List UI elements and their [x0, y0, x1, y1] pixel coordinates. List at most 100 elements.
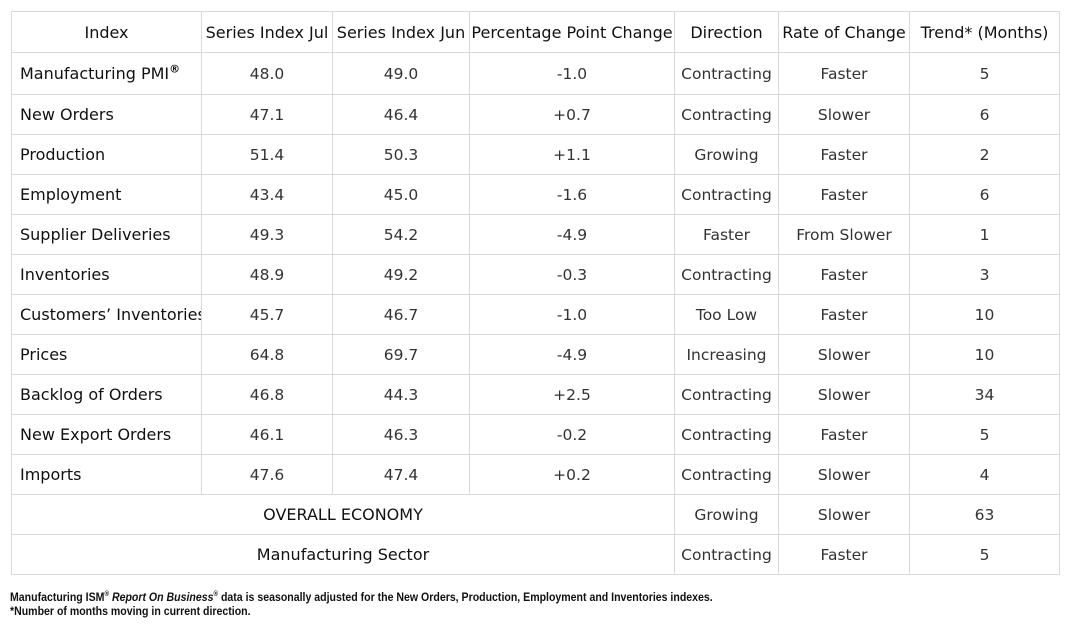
index-name: Supplier Deliveries — [20, 225, 171, 244]
direction-cell: Growing — [674, 134, 779, 175]
series-index-jul-cell: 47.1 — [201, 94, 333, 135]
index-name-cell: Inventories — [11, 254, 202, 295]
index-name: Manufacturing PMI — [20, 64, 170, 83]
trend-months-cell: 6 — [909, 94, 1060, 135]
table-row: Inventories 48.9 49.2 -0.3 Contracting Faster… — [11, 254, 1060, 295]
index-name-cell: New Export Orders — [11, 414, 202, 455]
table-row: Production 51.4 50.3 +1.1 Growing Faster 2 — [11, 134, 1060, 175]
series-index-jun-cell: 46.7 — [332, 294, 470, 335]
trend-months-cell: 34 — [909, 374, 1060, 415]
footnotes: Manufacturing ISM® Report On Business® d… — [10, 590, 713, 618]
table-row: Imports 47.6 47.4 +0.2 Contracting Slower 4 — [11, 454, 1060, 495]
series-index-jun-cell: 46.4 — [332, 94, 470, 135]
column-header: Direction — [674, 11, 779, 53]
direction-cell: Contracting — [674, 534, 779, 575]
index-name: New Export Orders — [20, 425, 172, 444]
footnote-seasonal-adjustment: Manufacturing ISM® Report On Business® d… — [10, 590, 713, 604]
table-body: Manufacturing PMI® 48.0 49.0 -1.0 Contractin… — [11, 52, 1060, 575]
trend-months-cell: 4 — [909, 454, 1060, 495]
series-index-jun-cell: 50.3 — [332, 134, 470, 175]
table-row: Customers’ Inventories 45.7 46.7 -1.0 Too Lo… — [11, 294, 1060, 335]
percentage-point-change-cell: -1.6 — [469, 174, 675, 215]
trend-months-cell: 10 — [909, 294, 1060, 335]
index-name: New Orders — [20, 105, 114, 124]
percentage-point-change-cell: +2.5 — [469, 374, 675, 415]
registered-mark: ® — [169, 62, 181, 76]
trend-months-cell: 10 — [909, 334, 1060, 375]
direction-cell: Contracting — [674, 414, 779, 455]
trend-months-cell: 5 — [909, 534, 1060, 575]
percentage-point-change-cell: +0.2 — [469, 454, 675, 495]
series-index-jul-cell: 45.7 — [201, 294, 333, 335]
direction-cell: Contracting — [674, 454, 779, 495]
index-name-cell: Customers’ Inventories — [11, 294, 202, 335]
series-index-jul-cell: 64.8 — [201, 334, 333, 375]
rate-of-change-cell: Slower — [778, 494, 910, 535]
table-row: Prices 64.8 69.7 -4.9 Increasing Slower 10 — [11, 334, 1060, 375]
footnote-text: data is seasonally adjusted for the New … — [218, 590, 713, 604]
trend-months-cell: 6 — [909, 174, 1060, 215]
table-header: Index Series Index Jul Series Index Jun Per… — [11, 11, 1060, 53]
index-name: Customers’ Inventories — [20, 305, 202, 324]
rate-of-change-cell: Slower — [778, 334, 910, 375]
column-header: Series Index Jun — [332, 11, 470, 53]
table-row: New Export Orders 46.1 46.3 -0.2 Contracting… — [11, 414, 1060, 455]
column-header: Trend* (Months) — [909, 11, 1060, 53]
ism-index-table: Index Series Index Jul Series Index Jun Per… — [11, 11, 1060, 575]
series-index-jun-cell: 45.0 — [332, 174, 470, 215]
series-index-jun-cell: 49.0 — [332, 52, 470, 95]
percentage-point-change-cell: +1.1 — [469, 134, 675, 175]
table-row: New Orders 47.1 46.4 +0.7 Contracting Slower 6 — [11, 94, 1060, 135]
direction-cell: Contracting — [674, 174, 779, 215]
series-index-jul-cell: 49.3 — [201, 214, 333, 255]
rate-of-change-cell: Faster — [778, 254, 910, 295]
index-name-cell: New Orders — [11, 94, 202, 135]
report-on-business-title: Report On Business — [109, 590, 214, 604]
trend-months-cell: 1 — [909, 214, 1060, 255]
index-name: Prices — [20, 345, 68, 364]
direction-cell: Too Low — [674, 294, 779, 335]
index-name: Backlog of Orders — [20, 385, 163, 404]
trend-months-cell: 63 — [909, 494, 1060, 535]
table-row: Backlog of Orders 46.8 44.3 +2.5 Contracting… — [11, 374, 1060, 415]
series-index-jul-cell: 48.0 — [201, 52, 333, 95]
percentage-point-change-cell: -0.2 — [469, 414, 675, 455]
rate-of-change-cell: Faster — [778, 134, 910, 175]
percentage-point-change-cell: -4.9 — [469, 214, 675, 255]
series-index-jul-cell: 51.4 — [201, 134, 333, 175]
rate-of-change-cell: Slower — [778, 374, 910, 415]
rate-of-change-cell: From Slower — [778, 214, 910, 255]
trend-months-cell: 2 — [909, 134, 1060, 175]
index-name-cell: Prices — [11, 334, 202, 375]
rate-of-change-cell: Faster — [778, 534, 910, 575]
rate-of-change-cell: Slower — [778, 454, 910, 495]
column-header: Percentage Point Change — [469, 11, 675, 53]
column-header: Rate of Change — [778, 11, 910, 53]
series-index-jun-cell: 46.3 — [332, 414, 470, 455]
index-name-cell: Production — [11, 134, 202, 175]
footnote-trend-definition: *Number of months moving in current dire… — [10, 604, 251, 618]
registered-mark: ® — [213, 591, 219, 598]
rate-of-change-cell: Slower — [778, 94, 910, 135]
series-index-jul-cell: 46.8 — [201, 374, 333, 415]
ism-index-table-container: Index Series Index Jul Series Index Jun Per… — [11, 11, 1060, 575]
index-name-cell: Imports — [11, 454, 202, 495]
index-name-cell: Employment — [11, 174, 202, 215]
rate-of-change-cell: Faster — [778, 294, 910, 335]
series-index-jul-cell: 46.1 — [201, 414, 333, 455]
summary-label-cell: OVERALL ECONOMY — [11, 494, 675, 535]
series-index-jun-cell: 44.3 — [332, 374, 470, 415]
series-index-jul-cell: 47.6 — [201, 454, 333, 495]
direction-cell: Growing — [674, 494, 779, 535]
index-name: Employment — [20, 185, 122, 204]
series-index-jul-cell: 48.9 — [201, 254, 333, 295]
direction-cell: Contracting — [674, 94, 779, 135]
index-name: Imports — [20, 465, 82, 484]
index-name: Inventories — [20, 265, 110, 284]
table-row: Manufacturing PMI® 48.0 49.0 -1.0 Contractin… — [11, 52, 1060, 95]
column-header: Series Index Jul — [201, 11, 333, 53]
series-index-jun-cell: 69.7 — [332, 334, 470, 375]
series-index-jun-cell: 49.2 — [332, 254, 470, 295]
series-index-jun-cell: 47.4 — [332, 454, 470, 495]
direction-cell: Increasing — [674, 334, 779, 375]
